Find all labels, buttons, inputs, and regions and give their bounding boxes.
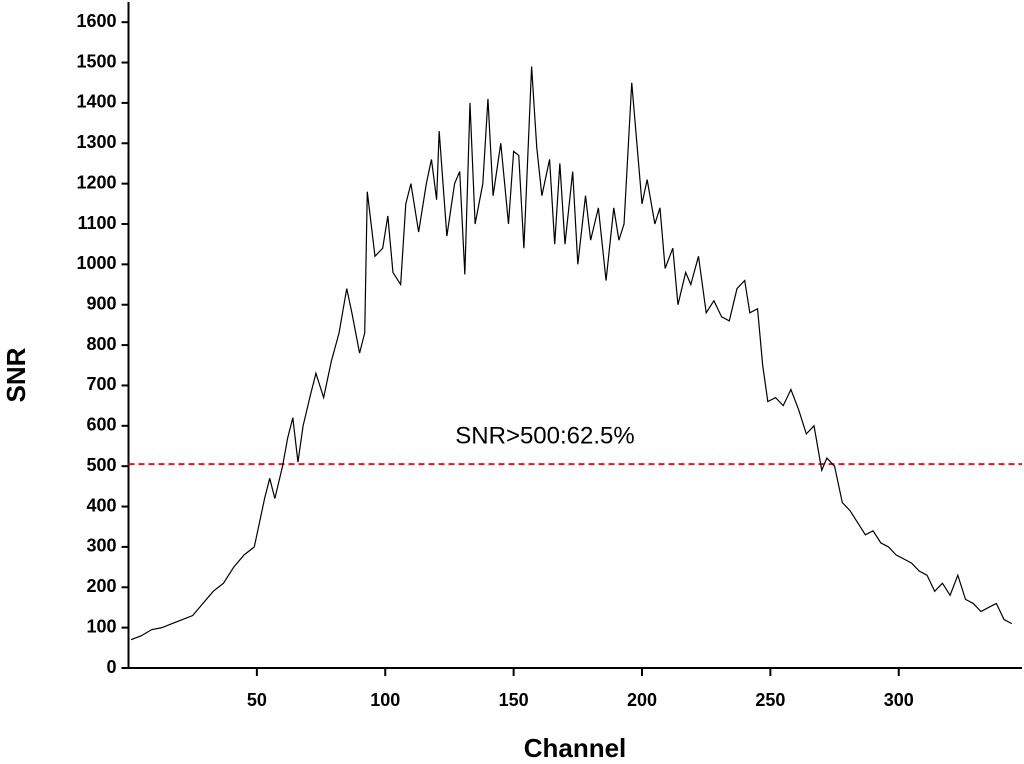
- y-tick-label: 1200: [76, 172, 116, 192]
- y-tick-label: 700: [86, 374, 116, 394]
- x-tick-label: 50: [247, 690, 267, 710]
- x-tick-label: 100: [370, 690, 400, 710]
- y-tick-label: 1500: [76, 51, 116, 71]
- y-tick-label: 400: [86, 495, 116, 515]
- y-tick-label: 0: [106, 657, 116, 677]
- y-tick-label: 1100: [77, 213, 116, 233]
- y-tick-label: 800: [86, 334, 116, 354]
- y-tick-label: 200: [86, 576, 116, 596]
- y-tick-label: 300: [86, 536, 116, 556]
- x-axis-title: Channel: [524, 733, 627, 763]
- y-tick-label: 900: [86, 293, 116, 313]
- y-tick-label: 1400: [76, 92, 116, 112]
- annotation: SNR>500:62.5%: [455, 422, 634, 449]
- y-axis-title: SNR: [1, 347, 31, 402]
- y-tick-label: 1600: [76, 11, 116, 31]
- x-tick-label: 250: [755, 690, 785, 710]
- x-tick-label: 200: [627, 690, 657, 710]
- y-tick-label: 1000: [76, 253, 116, 273]
- y-tick-label: 600: [86, 415, 116, 435]
- line: [130, 66, 1013, 641]
- y-tick-label: 100: [86, 616, 116, 636]
- x-tick-label: 300: [884, 690, 914, 710]
- y-tick-label: 500: [86, 455, 116, 475]
- y-tick-label: 1300: [76, 132, 116, 152]
- x-tick-label: 150: [499, 690, 529, 710]
